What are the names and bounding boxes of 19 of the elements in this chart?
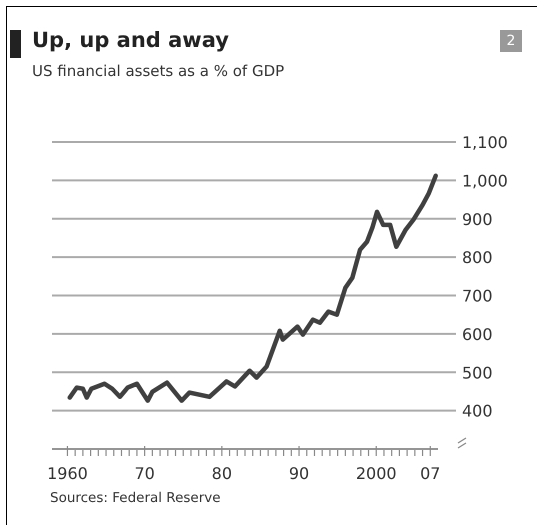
x-tick-label: 90 bbox=[288, 464, 310, 483]
y-tick-label: 800 bbox=[462, 248, 493, 268]
y-tick-label: 400 bbox=[462, 402, 493, 421]
text: 2 bbox=[500, 30, 522, 52]
line-series bbox=[68, 174, 438, 403]
x-tick-label: 1960 bbox=[47, 464, 88, 483]
x-tick-label: 80 bbox=[212, 464, 232, 483]
y-tick-label: 900 bbox=[462, 210, 493, 229]
y-tick-label: 1,100 bbox=[462, 133, 508, 152]
y-tick-label: 700 bbox=[462, 286, 493, 306]
x-tick-label: 2000 bbox=[356, 464, 397, 483]
y-tick-label: 1,000 bbox=[462, 171, 508, 190]
chart-subtitle: US financial assets as a % of GDP bbox=[32, 62, 284, 80]
chart-title: Up, up and away bbox=[32, 28, 229, 52]
y-tick-label: 500 bbox=[462, 363, 493, 382]
source-note: Sources: Federal Reserve bbox=[50, 490, 221, 506]
y-tick-label: 600 bbox=[462, 324, 493, 344]
x-tick-label: 07 bbox=[420, 464, 440, 483]
x-tick-label: 70 bbox=[134, 464, 155, 483]
